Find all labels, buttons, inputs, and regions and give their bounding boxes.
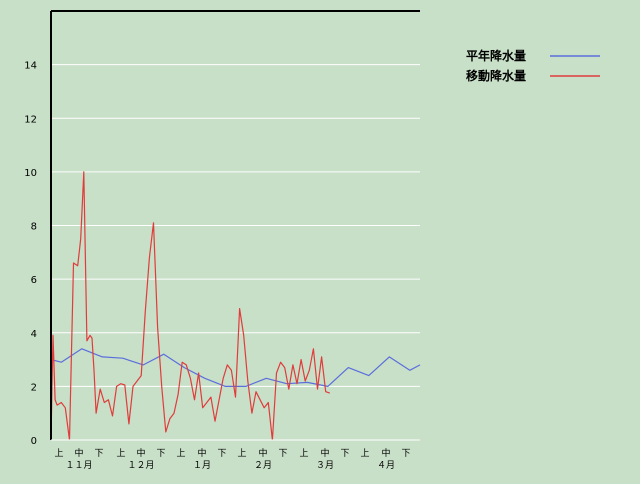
x-dekad-label: 中 — [258, 447, 267, 459]
axes — [50, 10, 420, 441]
y-tick-label: 12 — [24, 114, 37, 125]
x-month-label: １２月 — [127, 460, 154, 471]
y-tick-label: 0 — [31, 436, 37, 447]
x-dekad-label: 上 — [299, 448, 308, 459]
x-dekad-label: 下 — [278, 449, 287, 459]
x-dekad-label: 中 — [74, 447, 83, 459]
x-dekad-label: 中 — [381, 447, 390, 459]
y-tick-labels: 0 2 4 6 8 10 12 14 — [24, 61, 37, 447]
x-month-label: ３月 — [316, 460, 334, 471]
x-month-label: ４月 — [377, 460, 395, 471]
legend-label-0: 平年降水量 — [466, 48, 526, 63]
x-month-label: ２月 — [254, 460, 272, 471]
x-dekad-label: 上 — [54, 448, 63, 459]
series-lines — [50, 171, 421, 441]
x-dekad-label: 上 — [360, 448, 369, 459]
y-tick-label: 6 — [31, 275, 37, 286]
series-line-1 — [50, 171, 330, 441]
y-tick-label: 2 — [31, 382, 37, 393]
x-dekad-label: 中 — [197, 447, 206, 459]
x-month-label: １月 — [193, 460, 211, 471]
legend-label-1: 移動降水量 — [466, 68, 526, 83]
x-dekad-label: 下 — [340, 449, 349, 459]
y-tick-label: 8 — [31, 222, 37, 233]
x-dekad-label: 下 — [217, 449, 226, 459]
x-tick-labels: 上中下上中下上中下上中下上中下上中下１１月 １２月 １月 ２月 ３月 ４月 — [54, 447, 410, 471]
x-dekad-label: 上 — [116, 448, 125, 459]
y-tick-label: 10 — [24, 168, 37, 179]
grid-lines — [51, 64, 420, 387]
series-line-0 — [50, 348, 421, 387]
x-dekad-label: 上 — [176, 448, 185, 459]
x-dekad-label: 中 — [136, 447, 145, 459]
x-dekad-label: 下 — [401, 449, 410, 459]
y-tick-label: 14 — [24, 61, 37, 72]
x-dekad-label: 中 — [320, 447, 329, 459]
x-month-label: １１月 — [65, 460, 92, 471]
x-dekad-label: 下 — [94, 449, 103, 459]
y-tick-label: 4 — [31, 329, 37, 340]
x-dekad-label: 上 — [237, 448, 246, 459]
x-dekad-label: 下 — [156, 449, 165, 459]
